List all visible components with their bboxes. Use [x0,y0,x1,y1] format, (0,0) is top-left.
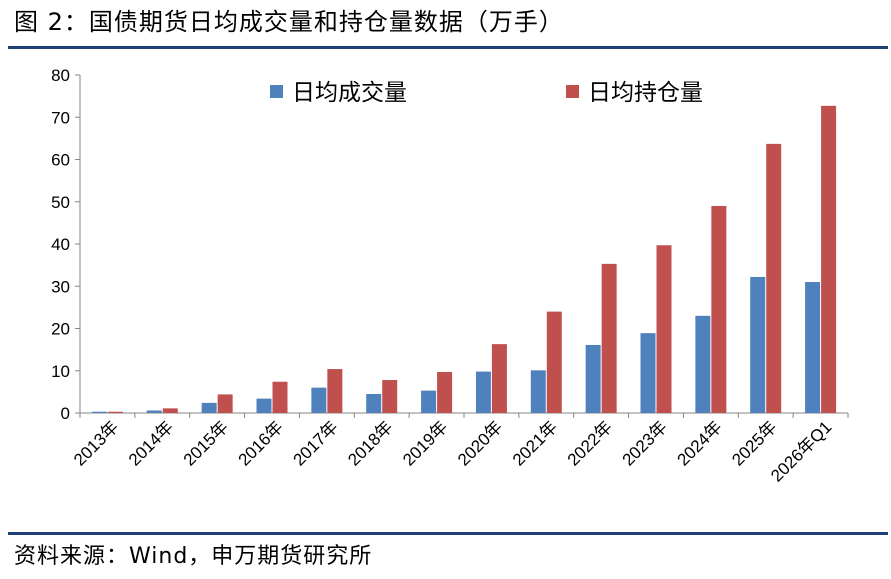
x-tick-label: 2019年 [399,417,451,469]
bar-open-interest [107,411,123,413]
y-tick-label: 60 [51,151,70,170]
x-axis: 2013年 2014年 2015年 2016年 2017年 2018年 2019年 2020年… [70,412,849,486]
bar-volume [530,370,546,413]
bar-volume [91,411,107,413]
top-divider [8,46,888,49]
bar-open-interest [437,372,453,413]
bar-volume [421,390,437,413]
legend-label: 日均成交量 [292,80,407,106]
bar-open-interest [327,369,343,413]
x-tick-label: 2017年 [289,417,341,469]
y-axis: 0 10 20 30 40 50 60 70 80 [51,66,81,423]
x-tick-label: 2015年 [180,417,232,469]
x-tick-label: 2024年 [673,417,725,469]
y-tick-label: 50 [51,193,70,212]
x-tick-label: 2023年 [619,417,671,469]
y-tick-label: 30 [51,277,70,296]
y-tick-label: 10 [51,362,70,381]
y-tick-label: 70 [51,108,70,127]
y-tick-label: 20 [51,320,70,339]
bar-volume [256,398,272,413]
x-tick-label: 2026年Q1 [767,417,835,485]
x-tick-label: 2016年 [235,417,287,469]
bar-volume [311,387,327,413]
bar-open-interest [272,381,288,413]
x-tick-label: 2022年 [564,417,616,469]
chart-legend: 日均成交量 日均持仓量 [270,80,703,106]
x-tick-label: 2014年 [125,417,177,469]
x-tick-label: 2018年 [344,417,396,469]
bar-volume [146,410,162,413]
bar-volume [695,315,711,413]
bar-volume [805,282,821,413]
bar-series [91,105,837,413]
bottom-divider [8,532,888,535]
x-tick-label: 2020年 [454,417,506,469]
bar-open-interest [821,105,837,413]
y-tick-label: 40 [51,235,70,254]
bar-volume [475,371,491,413]
bar-volume [366,393,382,413]
bar-volume [585,344,601,413]
bar-open-interest [217,394,233,413]
y-tick-label: 80 [51,66,70,85]
x-tick-label: 2021年 [509,417,561,469]
x-tick-label: 2025年 [728,417,780,469]
source-note: 资料来源：Wind，申万期货研究所 [14,544,373,569]
y-tick-label: 0 [61,404,70,423]
legend-swatch [566,85,579,98]
bar-open-interest [162,408,178,413]
bar-open-interest [491,344,507,413]
figure-title: 图 2：国债期货日均成交量和持仓量数据（万手） [14,8,564,36]
bar-open-interest [382,380,398,413]
bar-open-interest [766,143,782,413]
bar-open-interest [656,245,672,413]
bar-volume [640,333,656,413]
legend-label: 日均持仓量 [588,80,703,106]
bar-open-interest [711,205,727,413]
bar-volume [201,402,217,413]
bar-volume [750,276,766,413]
bar-open-interest [601,263,617,413]
bar-open-interest [546,311,562,413]
legend-swatch [270,85,283,98]
x-tick-label: 2013年 [70,417,122,469]
